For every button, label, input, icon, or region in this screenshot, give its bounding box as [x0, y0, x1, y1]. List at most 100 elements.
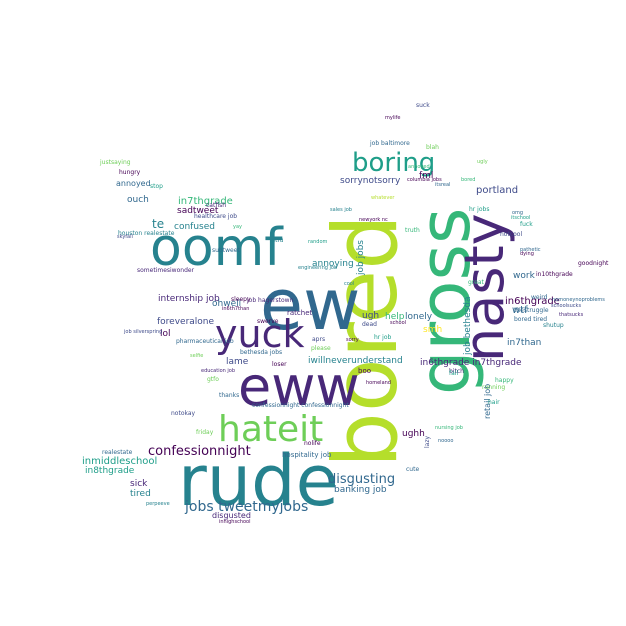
word: stop	[150, 183, 163, 190]
word: swerve	[257, 318, 279, 325]
word: sorrynotsorry	[340, 176, 401, 186]
word: realestate	[102, 449, 133, 456]
word: help	[385, 312, 405, 322]
word: catfish	[206, 202, 227, 209]
word: confessionnight	[148, 444, 251, 459]
word: bored tired	[514, 316, 548, 323]
word: pathetic	[520, 247, 541, 253]
word: whatever	[371, 195, 395, 201]
word: skyfall	[117, 234, 133, 240]
word: tired	[130, 489, 151, 499]
word: sorry	[346, 337, 359, 343]
word: stfu	[272, 237, 284, 244]
word: job hagerstown	[247, 297, 294, 304]
word: homeland	[366, 380, 391, 386]
word: ew	[260, 264, 361, 346]
word: internship job	[158, 294, 220, 304]
word: notokay	[171, 410, 196, 417]
word: hateit	[218, 409, 324, 450]
word: aprs	[312, 336, 326, 343]
word: sadtweet	[177, 206, 219, 216]
word: sales job	[330, 207, 352, 213]
word: sleepy	[231, 296, 251, 303]
word: itschool	[511, 215, 531, 221]
word: job baltimore	[370, 140, 410, 147]
word: goodnight	[578, 260, 609, 267]
word: ouch	[127, 195, 149, 205]
word: lame	[226, 357, 249, 367]
word: random	[308, 239, 328, 245]
word: dying	[520, 251, 534, 257]
word: job jobs	[356, 240, 366, 275]
word: noooo	[438, 438, 454, 444]
word: wtf	[512, 305, 528, 316]
word: foreveralone	[157, 317, 215, 327]
word: bitch	[449, 368, 464, 375]
word: houston realestate	[118, 230, 175, 237]
word: truth	[405, 227, 420, 234]
word: thestruggle	[514, 307, 549, 314]
word: great	[468, 279, 484, 286]
word: friday	[196, 429, 214, 436]
word: hungry	[119, 169, 141, 176]
word: education job	[201, 368, 236, 374]
word: weird	[531, 294, 548, 301]
word: bored	[461, 177, 476, 183]
word: ughh	[402, 429, 425, 439]
word: job silverspring	[124, 329, 163, 335]
word: in6th7than	[222, 306, 250, 312]
word: nursing job	[435, 425, 463, 431]
word: nomoneynoproblems	[552, 297, 605, 303]
word: sometimesiwonder	[137, 267, 195, 274]
word: subtweet	[212, 247, 240, 254]
word: healthcare job	[194, 213, 238, 220]
word: ohwell	[212, 299, 242, 309]
word: in7than	[507, 338, 542, 348]
word: annoyed	[408, 164, 430, 170]
word: justsaying	[100, 159, 131, 166]
word: hr job	[374, 334, 392, 341]
word: engineering job	[298, 265, 338, 271]
word: thanks	[219, 392, 240, 399]
word: disgusted	[212, 511, 251, 520]
word: itsreal	[435, 182, 451, 188]
word: bethesda jobs	[240, 349, 283, 356]
word: ugly	[477, 159, 488, 165]
word: cool	[344, 281, 355, 287]
word: disgusting	[328, 472, 396, 487]
word: iwillneverunderstand	[308, 356, 403, 366]
word: eww	[238, 355, 360, 418]
word: columbia jobs	[407, 177, 442, 183]
word: mylife	[385, 115, 401, 121]
word: smh	[423, 325, 443, 335]
word: inmiddleschool	[82, 456, 158, 467]
word: selfie	[190, 353, 204, 359]
word: loser	[272, 361, 287, 368]
word: annoyed	[116, 179, 151, 188]
word: notcool	[500, 231, 523, 238]
word: yuck	[215, 312, 305, 356]
word: annoying	[312, 259, 354, 269]
word: in10thgrade	[536, 271, 573, 278]
word: job bethesda	[463, 296, 473, 355]
word: sick	[130, 479, 148, 489]
word: work	[513, 271, 535, 281]
word: hr jobs	[469, 206, 490, 213]
word: hospitality job	[282, 451, 332, 459]
word: fml	[419, 171, 434, 181]
word: cute	[406, 466, 420, 473]
word: boring	[352, 148, 436, 178]
word: hair	[488, 399, 500, 406]
word: happy	[495, 377, 514, 384]
word: nolife	[304, 440, 321, 447]
word: in6thgrade	[505, 296, 560, 307]
word: dead	[362, 321, 377, 328]
word: te	[152, 217, 165, 231]
word: shutup	[543, 322, 564, 329]
word: gtfo	[207, 376, 219, 383]
word: oomf	[150, 218, 283, 278]
word: schoolsucks	[551, 303, 582, 309]
word: in6thgrade in7thgrade	[420, 358, 522, 368]
word: newyork nc	[359, 217, 388, 223]
